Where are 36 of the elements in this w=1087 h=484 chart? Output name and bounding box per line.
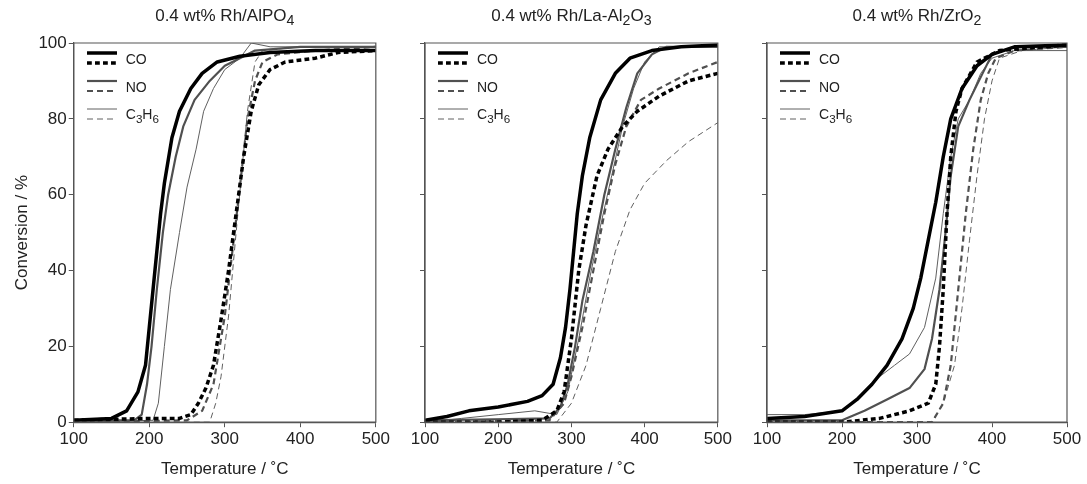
chart-title: 0.4 wt% Rh/La-Al$_{2}$O$_{3}$ (490, 6, 653, 29)
x-tick-label: 400 (630, 429, 659, 449)
x-tick-label: 200 (827, 429, 857, 449)
y-tick-label: 80 (47, 108, 67, 128)
legend-label: NO (477, 79, 498, 95)
x-axis-title: Temperature / ˚C (507, 459, 636, 479)
x-tick-label: 100 (410, 429, 440, 449)
x-tick-label: 100 (752, 429, 782, 449)
y-axis-title: Conversion / % (11, 174, 31, 291)
chart-title: 0.4 wt% Rh/AlPO$_{4}$ (154, 6, 296, 29)
legend-label: CO (477, 51, 498, 67)
x-tick-label: 400 (286, 429, 315, 449)
x-tick-label: 200 (135, 429, 164, 449)
legend-label: C$_{3}$H$_{6}$ (477, 105, 511, 125)
legend-label: C$_{3}$H$_{6}$ (125, 105, 159, 125)
y-tick-label: 100 (38, 32, 67, 52)
x-tick-label: 300 (902, 429, 932, 449)
y-tick-label: 60 (47, 184, 67, 204)
x-axis-title: Temperature / ˚C (161, 459, 289, 479)
y-tick-label: 20 (47, 336, 67, 356)
x-tick-label: 500 (703, 429, 733, 449)
y-tick-label: 40 (47, 260, 67, 280)
legend-label: NO (819, 79, 840, 95)
legend-label: C$_{3}$H$_{6}$ (819, 105, 853, 125)
legend-label: CO (125, 51, 147, 67)
legend-label: NO (125, 79, 147, 95)
x-tick-label: 500 (361, 429, 391, 449)
x-tick-label: 500 (1052, 429, 1082, 449)
legend-label: CO (819, 51, 840, 67)
x-axis-title: Temperature / ˚C (853, 459, 981, 479)
x-tick-label: 400 (977, 429, 1007, 449)
x-tick-label: 300 (557, 429, 586, 449)
x-tick-label: 300 (210, 429, 239, 449)
y-tick-label: 0 (57, 411, 67, 431)
x-tick-label: 200 (484, 429, 513, 449)
chart-title: 0.4 wt% Rh/ZrO$_{2}$ (851, 6, 983, 29)
